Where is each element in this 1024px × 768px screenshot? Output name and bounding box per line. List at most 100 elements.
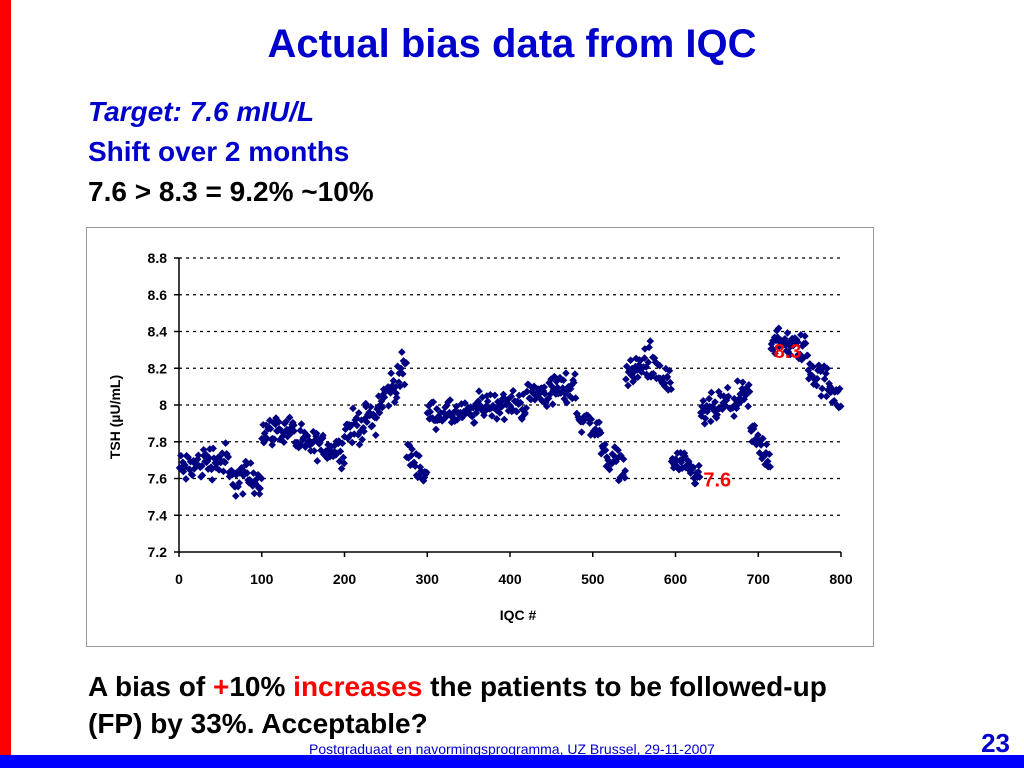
data-point [488,412,496,420]
data-point [411,462,419,470]
data-point [548,400,557,409]
increases-word: increases [293,671,423,702]
data-point [347,421,356,430]
data-point [774,324,783,333]
data-point [621,474,629,482]
data-point [276,435,284,444]
data-point [398,348,406,356]
data-point [469,403,478,412]
data-point [793,338,802,346]
data-point [333,449,341,458]
data-point [558,384,567,392]
x-tick-label: 800 [829,571,853,587]
data-point [614,446,622,454]
data-point [665,366,674,375]
data-point [822,369,830,378]
data-point [371,431,380,439]
data-point [290,421,298,430]
data-point [340,432,349,441]
data-point [249,469,258,477]
data-point [368,421,377,430]
plus-sign: + [212,671,230,702]
data-point [672,456,681,465]
data-point [621,467,629,475]
data-point [311,436,319,445]
data-point [383,386,391,395]
data-point [443,410,452,419]
data-point [559,376,568,385]
x-tick-label: 700 [747,571,771,587]
shift-line: Shift over 2 months [88,136,350,167]
data-point [299,434,308,442]
target-line: Target: 7.6 mIU/L [88,96,315,127]
data-point [556,389,565,397]
data-point [234,482,242,491]
data-point [699,396,708,405]
data-point [571,370,579,378]
data-point [208,476,216,484]
data-point [563,387,571,395]
data-point [550,372,559,381]
data-point [769,345,778,353]
data-point [697,412,706,420]
data-point [483,392,491,400]
data-point [566,385,575,393]
data-point [724,392,733,401]
data-point [622,362,631,371]
data-point [773,333,782,341]
data-point [452,402,461,411]
data-point [256,484,264,493]
data-point [822,392,831,401]
data-point [760,452,768,461]
data-point [395,369,403,378]
bottom-text-part2: 10% [229,671,294,702]
data-point [497,398,505,407]
data-point [219,467,228,476]
data-point [389,385,397,394]
data-point [376,401,385,409]
y-tick-label: 8.2 [148,360,168,376]
data-point [365,408,373,417]
data-point [531,395,539,404]
data-point [595,418,603,427]
bottom-text-part1: A bias of [88,671,213,702]
slide-title: Actual bias data from IQC [267,22,757,66]
data-point [375,408,384,417]
data-point [541,389,549,398]
data-point [523,387,531,396]
data-point [644,358,653,367]
data-point [377,397,386,405]
data-point [545,379,553,387]
data-point [601,440,609,449]
data-point [447,418,456,427]
data-point [718,405,727,413]
data-point [251,479,259,487]
data-point [324,440,332,449]
data-point [274,418,283,426]
data-point [661,382,669,391]
data-point [392,393,401,402]
data-point [806,360,814,368]
data-point [736,390,745,398]
data-point [181,461,189,469]
left-accent-bar [0,0,11,768]
data-point [395,378,403,387]
data-point [771,349,779,358]
data-point [586,419,594,427]
data-point [378,403,387,412]
data-point [209,444,217,453]
data-point [492,415,501,423]
data-point [492,406,501,414]
data-point [199,445,208,454]
data-point [767,340,776,348]
bottom-statement: A bias of +10% increases the patients to… [88,668,848,742]
data-point [353,421,361,430]
data-point [677,458,686,467]
data-point [334,437,343,445]
data-point [563,398,571,407]
data-point [263,434,271,443]
data-point [747,427,755,435]
data-point [540,383,549,391]
x-tick-label: 300 [416,571,440,587]
data-point [763,457,772,466]
